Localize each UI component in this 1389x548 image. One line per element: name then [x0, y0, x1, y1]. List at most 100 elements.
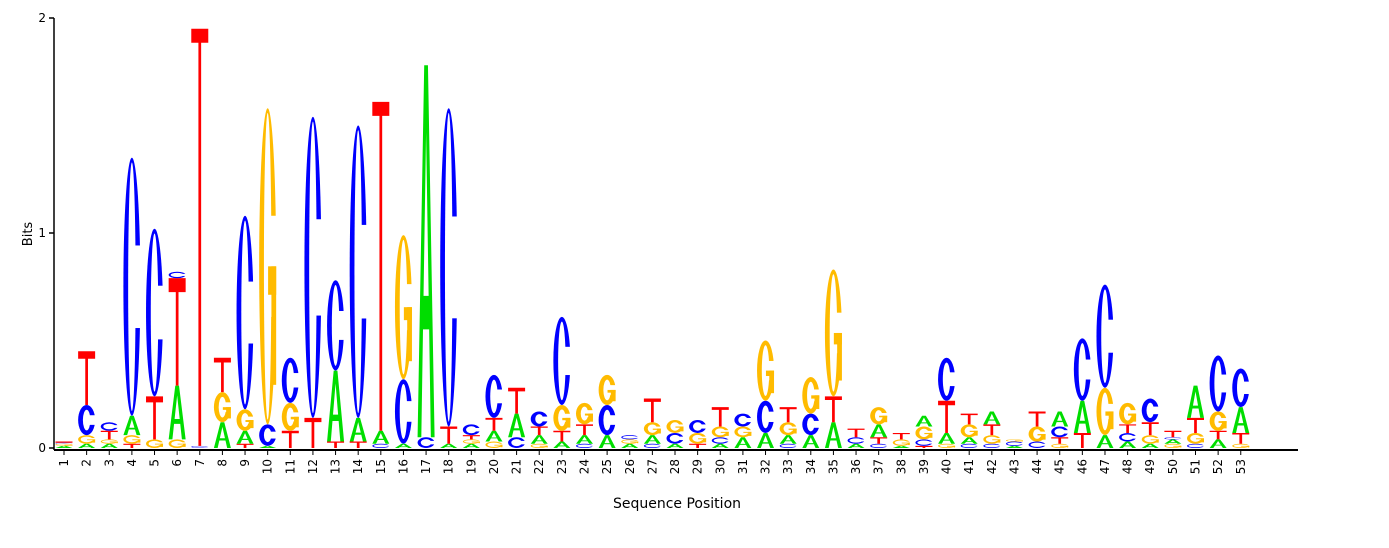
- position-stack: [915, 415, 933, 448]
- position-stack: [146, 228, 164, 449]
- letter-C: [689, 420, 707, 433]
- y-axis-label: Bits: [21, 222, 36, 247]
- letter-C: [440, 108, 458, 427]
- letter-G: [553, 405, 571, 431]
- x-tick-label: 46: [1075, 459, 1089, 474]
- position-stack: [485, 374, 503, 448]
- position-stack: [1096, 284, 1114, 448]
- letter-C: [734, 413, 752, 427]
- letter-T: [281, 430, 299, 448]
- letter-A: [530, 435, 548, 444]
- position-stack: [440, 108, 458, 448]
- x-tick-label: 39: [917, 459, 931, 474]
- letter-A: [938, 432, 956, 444]
- x-tick-label: 41: [962, 459, 976, 474]
- position-stack: [327, 280, 345, 448]
- x-tick-label: 1: [57, 459, 71, 467]
- letter-C: [55, 442, 73, 444]
- letter-A: [983, 411, 1001, 425]
- letter-A: [1051, 411, 1069, 427]
- letter-G: [824, 269, 843, 397]
- letter-C: [915, 439, 933, 446]
- letter-G: [643, 422, 662, 436]
- letter-G: [711, 426, 730, 438]
- x-tick-label: 26: [623, 459, 637, 474]
- position-stack: [304, 116, 322, 448]
- letter-C: [1005, 441, 1024, 446]
- letter-C: [938, 357, 956, 401]
- letter-A: [1232, 407, 1250, 433]
- position-stack: [1141, 398, 1160, 448]
- x-tick-label: 30: [713, 459, 727, 474]
- letter-G: [1051, 443, 1069, 448]
- letter-G: [938, 443, 956, 448]
- position-stack: [1209, 355, 1228, 448]
- position-stack: [1119, 402, 1137, 448]
- letter-G: [666, 420, 684, 433]
- x-tick-label: 52: [1211, 459, 1225, 474]
- x-tick-label: 7: [193, 459, 207, 467]
- letter-C: [1028, 441, 1047, 448]
- letter-G: [575, 402, 594, 425]
- letter-T: [960, 413, 978, 425]
- letter-A: [575, 435, 593, 444]
- x-tick-label: 23: [555, 459, 569, 474]
- letter-C: [1096, 284, 1114, 388]
- letter-A: [643, 435, 661, 444]
- letter-G: [689, 432, 707, 444]
- letter-C: [146, 228, 164, 397]
- letter-G: [915, 426, 933, 440]
- axes: [53, 18, 1298, 451]
- x-tick-label: 22: [532, 459, 546, 474]
- letter-G: [394, 235, 413, 380]
- letter-A: [1187, 385, 1204, 418]
- letter-G: [802, 377, 820, 414]
- x-tick-label: 29: [691, 459, 705, 474]
- letter-G: [621, 439, 639, 444]
- letter-A: [847, 443, 865, 448]
- letter-T: [1051, 437, 1069, 444]
- letter-G: [983, 435, 1001, 444]
- letter-T: [1119, 424, 1137, 433]
- letter-G: [55, 443, 73, 446]
- letter-C: [508, 437, 526, 448]
- letter-C: [847, 437, 865, 444]
- position-stack: [960, 413, 979, 448]
- letter-C: [621, 435, 639, 440]
- letter-C: [711, 437, 730, 444]
- letter-G: [1028, 426, 1047, 442]
- x-tick-label: 14: [351, 459, 365, 474]
- position-stack: [349, 125, 368, 448]
- letter-C: [1232, 368, 1250, 408]
- letter-G: [530, 443, 549, 448]
- letter-G: [870, 407, 888, 425]
- letter-C: [1051, 426, 1069, 438]
- position-stack: [508, 387, 526, 448]
- letter-A: [417, 65, 435, 438]
- position-stack: [983, 411, 1001, 448]
- letter-T: [55, 441, 73, 443]
- letter-C: [327, 280, 345, 371]
- letter-G: [146, 439, 164, 449]
- letter-A: [621, 443, 639, 448]
- letter-T: [779, 407, 797, 423]
- letter-C: [485, 374, 503, 418]
- position-stack: [1028, 411, 1047, 448]
- letter-C: [1073, 338, 1092, 401]
- x-tick-label: 32: [759, 459, 773, 474]
- letter-T: [100, 430, 118, 440]
- position-stack: [938, 357, 956, 448]
- x-tick-label: 49: [1143, 459, 1157, 474]
- letter-A: [802, 435, 820, 448]
- x-tick-label: 4: [125, 459, 139, 467]
- position-stack: [281, 357, 300, 448]
- letter-T: [983, 424, 1001, 436]
- letter-C: [1119, 432, 1137, 442]
- position-stack: [100, 422, 119, 448]
- position-stack: [417, 65, 436, 448]
- y-tick-label: 0: [38, 441, 46, 455]
- x-tick-label: 24: [577, 459, 591, 474]
- letter-A: [485, 430, 503, 442]
- letter-A: [1119, 441, 1137, 448]
- letter-A: [1096, 435, 1114, 448]
